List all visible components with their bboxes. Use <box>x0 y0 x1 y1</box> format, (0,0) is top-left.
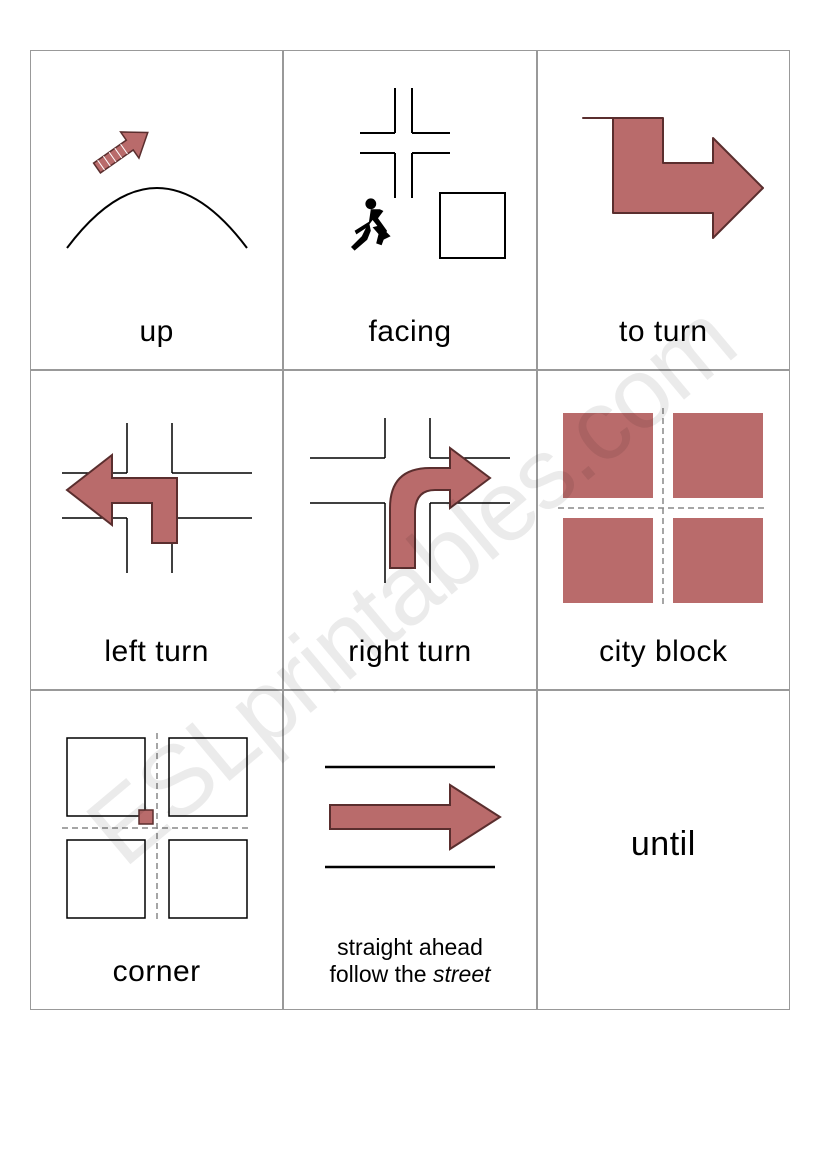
cell-facing: facing <box>283 50 536 370</box>
graphic-city-block <box>543 381 784 635</box>
label-to-turn: to turn <box>619 315 708 350</box>
cell-right-turn: right turn <box>283 370 536 690</box>
graphic-facing <box>289 61 530 315</box>
label-left-turn: left turn <box>104 635 209 670</box>
label-up: up <box>139 315 173 350</box>
cell-left-turn: left turn <box>30 370 283 690</box>
graphic-right-turn <box>289 381 530 635</box>
cell-city-block: city block <box>537 370 790 690</box>
label-straight-line1: straight ahead <box>337 934 483 960</box>
graphic-corner <box>36 701 277 955</box>
label-straight: straight ahead follow the street <box>329 934 490 989</box>
label-straight-line2a: follow the <box>329 961 433 987</box>
label-right-turn: right turn <box>348 635 471 670</box>
graphic-left-turn <box>36 381 277 635</box>
cell-until: until <box>537 690 790 1010</box>
cell-corner: corner <box>30 690 283 1010</box>
label-facing: facing <box>368 315 451 350</box>
cell-straight: straight ahead follow the street <box>283 690 536 1010</box>
label-until: until <box>631 825 696 864</box>
graphic-to-turn <box>543 61 784 315</box>
flashcard-grid: up <box>30 50 790 1010</box>
label-straight-line2b: street <box>433 961 491 987</box>
cell-up: up <box>30 50 283 370</box>
cell-to-turn: to turn <box>537 50 790 370</box>
label-corner: corner <box>113 955 201 990</box>
label-city-block: city block <box>599 635 727 670</box>
graphic-up <box>36 61 277 315</box>
graphic-straight <box>289 701 530 934</box>
